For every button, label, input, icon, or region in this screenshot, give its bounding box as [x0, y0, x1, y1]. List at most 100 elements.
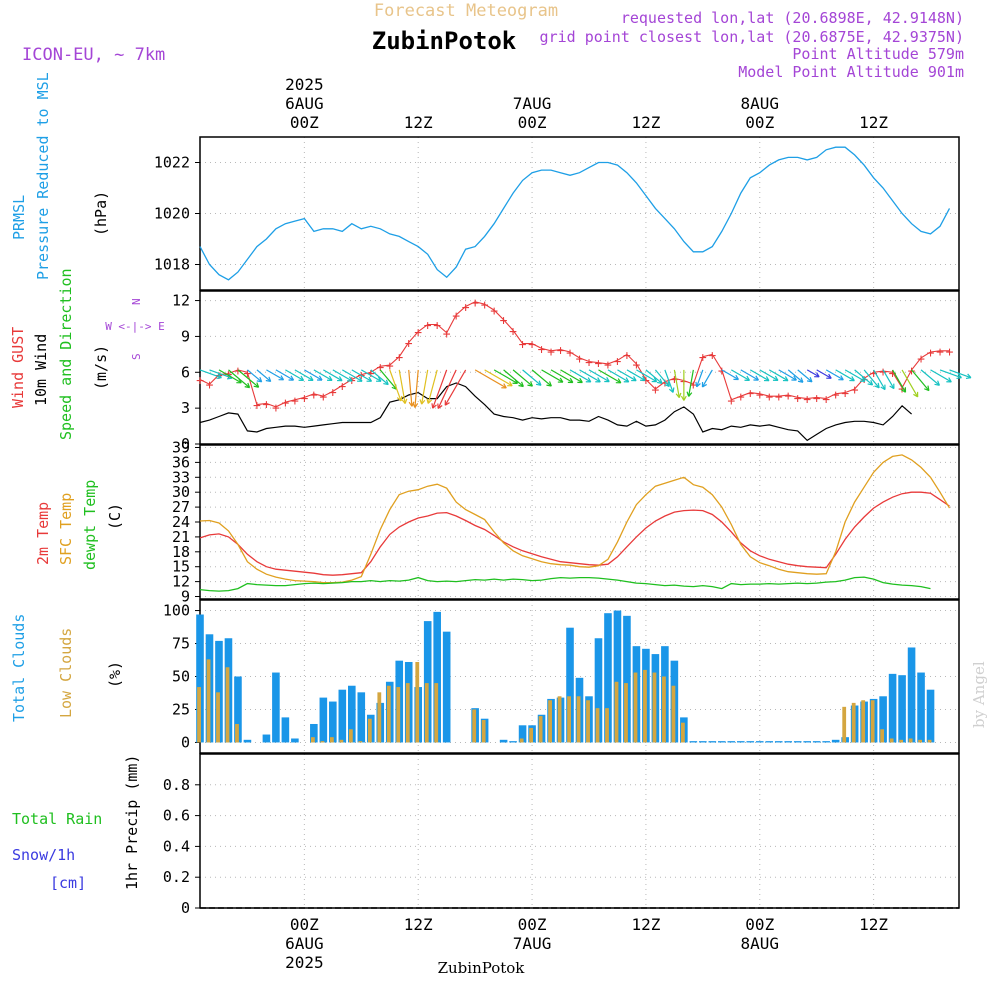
- wind-arrow: [911, 369, 930, 391]
- low-cloud-bar: [339, 739, 344, 743]
- low-cloud-bar: [614, 681, 619, 743]
- total-cloud-bar: [831, 739, 840, 743]
- total-cloud-bar: [291, 738, 299, 743]
- gust-marker: +: [452, 309, 460, 324]
- wind-arrow: [342, 369, 363, 382]
- wind-arrow: [664, 369, 674, 393]
- gust-marker: +: [756, 388, 764, 403]
- wind-arrow: [626, 369, 646, 381]
- total-cloud-bar: [708, 741, 717, 743]
- gust-marker: +: [576, 352, 584, 367]
- closest-coords: grid point closest lon,lat (20.6875E, 42…: [540, 28, 964, 46]
- snow-label: Snow/1h: [12, 846, 75, 864]
- gust-marker: +: [291, 394, 299, 409]
- wind-arrow: [787, 369, 804, 383]
- gust-marker: +: [633, 358, 641, 373]
- wind-arrow-head: [557, 377, 564, 383]
- low-cloud-bar: [225, 667, 230, 743]
- wind-arrow-head: [396, 395, 403, 402]
- wind-arrow: [379, 369, 397, 390]
- wind-arrow-head: [946, 377, 952, 383]
- total-cloud-bar: [755, 741, 764, 743]
- low-cloud-bar: [348, 729, 353, 743]
- temperature-tick-label: 39: [172, 438, 190, 456]
- gust-marker: +: [917, 352, 925, 367]
- gust-marker: +: [433, 318, 441, 333]
- wind-arrow: [863, 369, 880, 389]
- gust-marker: +: [376, 360, 384, 375]
- gust-marker: +: [386, 359, 394, 374]
- gust-marker: +: [670, 372, 678, 387]
- time-label: 2025: [285, 75, 324, 94]
- wind-arrow-head: [527, 381, 533, 387]
- wind-arrow: [313, 369, 333, 381]
- wind-arrow: [421, 369, 429, 405]
- time-label: 00Z: [290, 113, 319, 132]
- low-cloud-bar: [519, 738, 524, 743]
- total-cloud-bar: [689, 741, 698, 743]
- time-label: 12Z: [404, 113, 433, 132]
- gust-marker: +: [775, 390, 783, 405]
- wind-arrow-head: [849, 376, 855, 382]
- low-cloud-bar: [586, 700, 590, 743]
- total-cloud-bar: [898, 675, 906, 743]
- total-cloud-bar: [699, 741, 707, 743]
- gust-marker: +: [841, 387, 849, 402]
- gust-marker: +: [746, 387, 754, 402]
- wind-arrow-head: [501, 383, 507, 389]
- low-cloud-bar: [481, 720, 486, 743]
- gust-marker: +: [765, 390, 773, 405]
- gust-marker: +: [509, 324, 517, 339]
- low-cloud-bar: [434, 683, 439, 743]
- gust-marker: +: [329, 385, 337, 400]
- gust-marker: +: [424, 318, 432, 333]
- time-label: 12Z: [859, 113, 888, 132]
- temperature-tick-label: 27: [172, 498, 190, 516]
- pressure-grid: 1018 1020 1022: [154, 137, 959, 290]
- wind-arrow-head: [791, 375, 797, 381]
- total-cloud-bar: [243, 739, 252, 743]
- wind-arrow-head: [838, 375, 844, 381]
- gust-marker: +: [794, 391, 802, 406]
- wind-arrow: [351, 369, 372, 382]
- wind-arrow-head: [366, 376, 373, 382]
- time-label: 00Z: [745, 113, 774, 132]
- gust-marker: +: [689, 378, 697, 393]
- total-cloud-bar: [888, 673, 897, 743]
- gust-marker: +: [244, 366, 252, 381]
- low-cloud-bar: [548, 700, 552, 743]
- wind-arrow-head: [772, 375, 779, 381]
- gust-marker: +: [946, 345, 954, 360]
- total-cloud-bar: [423, 621, 432, 743]
- temp-dewpt-label: dewpt Temp: [81, 480, 99, 570]
- footer-station: ZubinPotok: [438, 959, 526, 977]
- wind-arrow: [389, 369, 402, 402]
- gust-marker: +: [604, 358, 612, 373]
- gust-marker: +: [651, 383, 659, 398]
- wind-arrow-head: [806, 376, 813, 383]
- precip-frame: [199, 753, 960, 909]
- total-cloud-bar: [338, 689, 347, 743]
- total-cloud-bar: [329, 701, 337, 743]
- wind-arrow: [550, 369, 574, 384]
- gust-marker: +: [737, 390, 745, 405]
- wind-arrow: [323, 369, 343, 382]
- wind-arrow-head: [401, 398, 408, 404]
- wind-frame: [199, 290, 960, 445]
- total-cloud-bar: [348, 685, 356, 743]
- wind-arrow: [427, 369, 438, 404]
- low-cloud-bar: [567, 696, 571, 743]
- total-cloud-bar: [319, 697, 328, 743]
- station-title: ZubinPotok: [372, 27, 517, 55]
- snow-unit: [cm]: [50, 874, 86, 892]
- total-cloud-bar: [262, 734, 271, 743]
- gust-marker: +: [936, 345, 944, 360]
- total-cloud-bar: [613, 610, 622, 743]
- low-cloud-bar: [538, 716, 543, 743]
- wind-arrow: [939, 369, 962, 379]
- model-label: ICON-EU, ~ 7km: [22, 45, 165, 65]
- precip-tick-label: 0: [181, 899, 190, 917]
- wind-arrow-head: [585, 377, 592, 383]
- gust-marker: +: [490, 304, 498, 319]
